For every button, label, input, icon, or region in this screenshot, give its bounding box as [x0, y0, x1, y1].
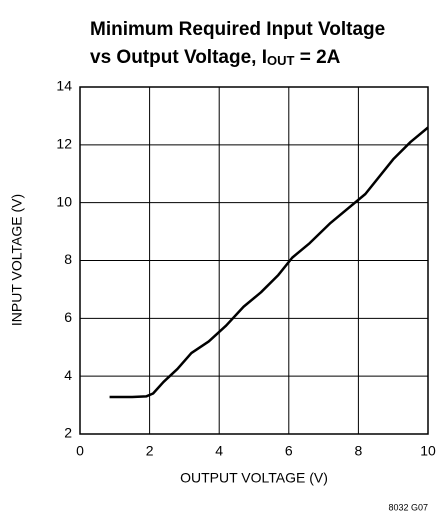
- footnote: 8032 G07: [388, 502, 428, 512]
- x-tick-label: 2: [146, 443, 154, 459]
- x-tick-label: 4: [215, 443, 223, 459]
- y-tick-label: 2: [64, 425, 72, 441]
- y-tick-label: 12: [56, 136, 72, 152]
- x-tick-label: 6: [285, 443, 293, 459]
- line: [109, 126, 429, 399]
- y-tick-label: 14: [56, 78, 72, 94]
- x-tick-label: 0: [76, 443, 84, 459]
- x-axis-label: OUTPUT VOLTAGE (V): [180, 470, 328, 486]
- title-subscript: OUT: [267, 53, 295, 68]
- y-tick-label: 6: [64, 309, 72, 325]
- y-tick-label: 4: [64, 367, 72, 383]
- plot-frame: [79, 86, 429, 435]
- y-axis-label: INPUT VOLTAGE (V): [9, 194, 25, 326]
- x-tick-label: 8: [355, 443, 363, 459]
- chart-title: Minimum Required Input Voltage: [90, 19, 385, 40]
- x-tick-label: 10: [420, 443, 436, 459]
- chart-title: vs Output Voltage, IOUT = 2A: [90, 47, 341, 68]
- title-text: vs Output Voltage, I: [90, 47, 267, 68]
- y-tick-label: 8: [64, 251, 72, 267]
- title-text: = 2A: [294, 47, 340, 68]
- y-tick-label: 10: [56, 193, 72, 209]
